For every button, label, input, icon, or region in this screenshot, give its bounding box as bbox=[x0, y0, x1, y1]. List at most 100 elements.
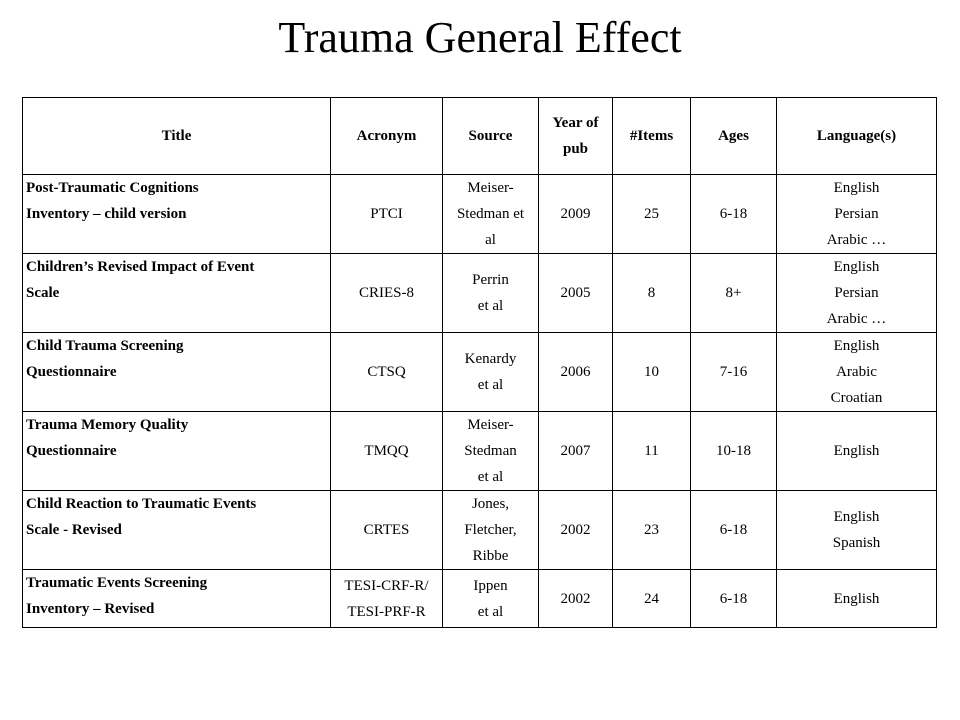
header-year-line: Year of bbox=[552, 115, 599, 131]
title-cell: Traumatic Events Screening Inventory – Re… bbox=[22, 569, 331, 628]
languages-cell-line: Arabic … bbox=[826, 232, 887, 248]
header-source: Source bbox=[442, 97, 539, 175]
title-cell-line: Inventory – Revised bbox=[26, 601, 155, 617]
languages-cell: English Arabic Croatian bbox=[776, 332, 937, 412]
header-title: Title bbox=[22, 97, 331, 175]
ages-cell: 6-18 bbox=[690, 490, 777, 570]
title-cell-line: Questionnaire bbox=[26, 364, 117, 380]
items-cell: 23 bbox=[612, 490, 691, 570]
items-cell: 10 bbox=[612, 332, 691, 412]
languages-cell-line: English bbox=[833, 180, 880, 196]
table-row: Child Trauma Screening Questionnaire CTSQ K… bbox=[22, 332, 937, 412]
title-cell: Trauma Memory Quality Questionnaire bbox=[22, 411, 331, 491]
instrument-table: Title Acronym Source Year of pub #Items … bbox=[22, 97, 937, 628]
header-languages: Language(s) bbox=[776, 97, 937, 175]
source-cell-line: Meiser- bbox=[467, 180, 514, 196]
source-cell-line: Ribbe bbox=[472, 548, 509, 564]
languages-cell-line: English bbox=[833, 443, 880, 459]
source-cell: Jones, Fletcher, Ribbe bbox=[442, 490, 539, 570]
acronym-cell: CTSQ bbox=[330, 332, 443, 412]
title-cell: Children’s Revised Impact of Event Scale bbox=[22, 253, 331, 333]
languages-cell-line: Spanish bbox=[832, 535, 881, 551]
acronym-cell-line: TESI-CRF-R/ bbox=[344, 577, 429, 594]
acronym-cell-line: TESI-PRF-R bbox=[347, 603, 426, 620]
source-cell: Perrin et al bbox=[442, 253, 539, 333]
year-cell: 2007 bbox=[538, 411, 613, 491]
languages-cell-line: Persian bbox=[834, 206, 879, 222]
title-cell-line: Children’s Revised Impact of Event bbox=[26, 259, 255, 275]
acronym-cell-line: CRIES-8 bbox=[358, 285, 414, 301]
source-cell-line: Stedman et bbox=[456, 206, 525, 222]
title-cell-line: Traumatic Events Screening bbox=[26, 575, 208, 591]
acronym-cell: TESI-CRF-R/TESI-PRF-R bbox=[330, 569, 443, 628]
source-cell: Kenardy et al bbox=[442, 332, 539, 412]
acronym-cell-line: CRTES bbox=[363, 522, 410, 538]
title-cell: Child Reaction to Traumatic Events Scale … bbox=[22, 490, 331, 570]
header-year: Year of pub bbox=[538, 97, 613, 175]
table-row: Post-Traumatic Cognitions Inventory – chi… bbox=[22, 174, 937, 254]
source-cell-line: Perrin bbox=[472, 272, 509, 288]
languages-cell-line: English bbox=[833, 259, 880, 275]
ages-cell: 7-16 bbox=[690, 332, 777, 412]
header-acronym: Acronym bbox=[330, 97, 443, 175]
acronym-cell: PTCI bbox=[330, 174, 443, 254]
title-cell-line: Inventory – child version bbox=[26, 206, 187, 222]
header-year-line: pub bbox=[562, 141, 589, 157]
table-body: Post-Traumatic Cognitions Inventory – chi… bbox=[22, 174, 937, 628]
source-cell-line: et al bbox=[477, 469, 504, 485]
title-cell-line: Child Reaction to Traumatic Events bbox=[26, 496, 257, 512]
source-cell-line: Jones, bbox=[471, 496, 510, 512]
header-row: Title Acronym Source Year of pub #Items … bbox=[22, 97, 937, 175]
title-cell-line: Questionnaire bbox=[26, 443, 117, 459]
languages-cell-line: Arabic bbox=[836, 364, 877, 380]
languages-cell-line: Croatian bbox=[830, 390, 883, 406]
table-row: Children’s Revised Impact of Event Scale C… bbox=[22, 253, 937, 333]
acronym-cell-line: CTSQ bbox=[367, 364, 406, 380]
languages-cell: English Spanish bbox=[776, 490, 937, 570]
year-cell: 2002 bbox=[538, 569, 613, 628]
items-cell: 24 bbox=[612, 569, 691, 628]
acronym-cell-line: TMQQ bbox=[364, 443, 409, 459]
source-cell-line: et al bbox=[477, 603, 504, 620]
source-cell-line: Stedman bbox=[464, 443, 517, 459]
title-cell-line: Post-Traumatic Cognitions bbox=[26, 180, 199, 196]
acronym-cell-line: PTCI bbox=[370, 206, 403, 222]
ages-cell: 6-18 bbox=[690, 174, 777, 254]
languages-cell-line: English bbox=[833, 338, 880, 354]
items-cell: 11 bbox=[612, 411, 691, 491]
title-cell-line: Trauma Memory Quality bbox=[26, 417, 189, 433]
source-cell: Meiser- Stedman et al bbox=[442, 411, 539, 491]
acronym-cell: CRTES bbox=[330, 490, 443, 570]
languages-cell-line: Arabic … bbox=[826, 311, 887, 327]
source-cell-line: Ippen bbox=[473, 577, 508, 594]
header-items: #Items bbox=[612, 97, 691, 175]
title-cell-line: Child Trauma Screening bbox=[26, 338, 184, 354]
title-cell: Post-Traumatic Cognitions Inventory – chi… bbox=[22, 174, 331, 254]
items-cell: 8 bbox=[612, 253, 691, 333]
table-row: Traumatic Events Screening Inventory – Re… bbox=[22, 569, 937, 628]
languages-cell: English bbox=[776, 411, 937, 491]
header-ages: Ages bbox=[690, 97, 777, 175]
source-cell-line: al bbox=[485, 232, 496, 248]
title-cell-line: Scale bbox=[26, 285, 60, 301]
ages-cell: 6-18 bbox=[690, 569, 777, 628]
ages-cell: 10-18 bbox=[690, 411, 777, 491]
acronym-cell: TMQQ bbox=[330, 411, 443, 491]
title-cell-line: Scale - Revised bbox=[26, 522, 122, 538]
languages-cell: English Persian Arabic … bbox=[776, 174, 937, 254]
title-cell: Child Trauma Screening Questionnaire bbox=[22, 332, 331, 412]
table-row: Trauma Memory Quality Questionnaire TMQQ Me… bbox=[22, 411, 937, 491]
source-cell-line: et al bbox=[477, 298, 504, 314]
languages-cell-line: English bbox=[833, 590, 880, 607]
source-cell: Meiser- Stedman et al bbox=[442, 174, 539, 254]
languages-cell-line: English bbox=[833, 509, 880, 525]
items-cell: 25 bbox=[612, 174, 691, 254]
year-cell: 2006 bbox=[538, 332, 613, 412]
acronym-cell: CRIES-8 bbox=[330, 253, 443, 333]
languages-cell: English bbox=[776, 569, 937, 628]
source-cell-line: Fletcher, bbox=[464, 522, 517, 538]
source-cell-line: Kenardy bbox=[464, 351, 517, 367]
languages-cell-line: Persian bbox=[834, 285, 879, 301]
year-cell: 2009 bbox=[538, 174, 613, 254]
table-row: Child Reaction to Traumatic Events Scale … bbox=[22, 490, 937, 570]
